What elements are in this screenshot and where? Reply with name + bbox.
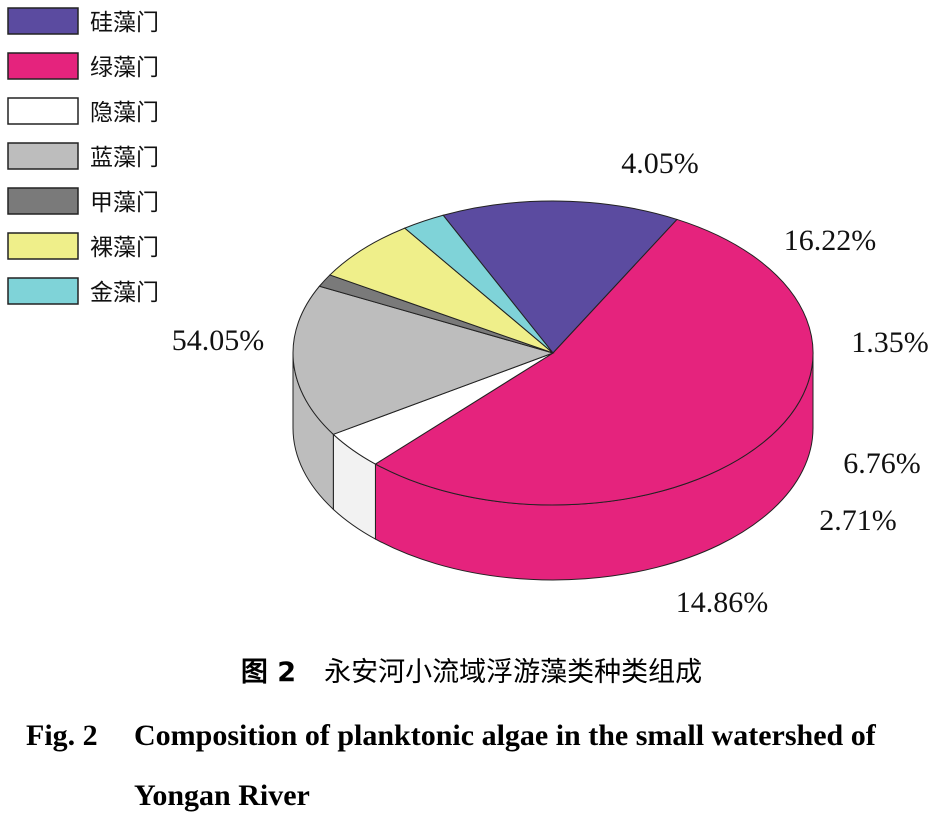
pie-slice-4 — [292, 285, 555, 435]
legend-label-slice-4: 蓝藻门 — [90, 145, 159, 171]
pie-slice-2 — [374, 218, 814, 506]
value-label-slice-5: 1.35% — [851, 326, 929, 359]
caption-en-figure-number: Fig. 2 — [26, 719, 98, 752]
legend-swatch-slice-4 — [7, 142, 79, 170]
pie-slice-1 — [442, 200, 678, 354]
legend-swatch-slice-5 — [7, 187, 79, 215]
caption-english: Fig. 2 Composition of planktonic algae in… — [26, 706, 931, 826]
legend-swatch-slice-2 — [7, 52, 79, 80]
legend-swatch-slice-1 — [7, 7, 79, 35]
legend-label-slice-5: 甲藻门 — [90, 190, 159, 216]
value-label-slice-2: 54.05% — [172, 324, 265, 357]
caption-cn-text: 永安河小流域浮游藻类种类组成 — [324, 657, 703, 688]
value-label-slice-7: 2.71% — [819, 504, 897, 537]
value-label-slice-1: 14.86% — [676, 586, 769, 619]
legend-label-slice-2: 绿藻门 — [90, 55, 159, 81]
caption-cn-figure-number: 图 2 — [240, 657, 297, 688]
value-label-slice-3: 4.05% — [621, 147, 699, 180]
legend-label-slice-1: 硅藻门 — [90, 10, 159, 36]
legend-label-slice-7: 金藻门 — [90, 280, 159, 306]
caption-en-line1: Composition of planktonic algae in the s… — [134, 719, 876, 752]
value-label-slice-6: 6.76% — [843, 447, 921, 480]
pie-slice-7 — [403, 214, 554, 354]
legend-swatch-slice-7 — [7, 277, 79, 305]
caption-chinese: 图 2 永安河小流域浮游藻类种类组成 — [0, 650, 943, 689]
pie-slice-6 — [328, 227, 554, 354]
legend-label-slice-3: 隐藻门 — [90, 100, 159, 126]
legend-label-slice-6: 裸藻门 — [90, 235, 159, 261]
caption-en-line2: Yongan River — [134, 779, 310, 812]
legend-swatch-slice-6 — [7, 232, 79, 260]
value-label-slice-4: 16.22% — [784, 224, 877, 257]
legend-swatch-slice-3 — [7, 97, 79, 125]
